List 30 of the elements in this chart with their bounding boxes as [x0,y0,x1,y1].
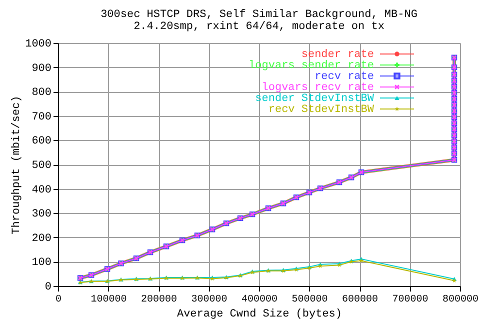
y-tick-label: 200 [32,232,52,245]
x-tick-label: 100000 [90,294,127,306]
chart-title: 300sec HSTCP DRS, Self Similar Background, MB-NG [100,9,418,21]
y-tick-label: 900 [32,62,52,75]
y-tick-label: 300 [32,208,52,221]
x-tick-label: 400000 [241,294,278,306]
y-tick-label: 400 [32,184,52,196]
x-tick-label: 800000 [442,294,479,306]
x-tick-label: 200000 [140,294,178,306]
y-tick-label: 500 [32,160,52,172]
y-tick-label: 800 [32,87,52,100]
y-tick-label: 600 [32,136,52,148]
x-axis-title: Average Cwnd Size (bytes) [176,308,342,320]
x-tick-label: 700000 [392,294,428,306]
y-tick-label: 1000 [25,38,52,50]
y-tick-label: 0 [44,282,52,294]
x-tick-label: 600000 [342,294,378,306]
legend-label: sender rate [301,49,374,61]
x-tick-label: 300000 [191,294,228,306]
legend-label: logvars recv rate [262,82,374,94]
x-tick-label: 500000 [292,294,328,306]
x-tick-label: 0 [55,294,62,306]
legend-label: recv StdevInstBW [268,104,374,116]
chart-subtitle: 2.4.20smp, rxint 64/64, moderate on tx [134,21,385,33]
legend-label: sender StdevInstBW [255,93,374,105]
legend-label: recv rate [314,71,374,83]
y-tick-label: 100 [32,257,52,270]
y-tick-label: 700 [32,111,52,124]
y-axis-title: Throughput (mbit/sec) [11,96,24,234]
legend-label: logvars sender rate [248,60,374,72]
